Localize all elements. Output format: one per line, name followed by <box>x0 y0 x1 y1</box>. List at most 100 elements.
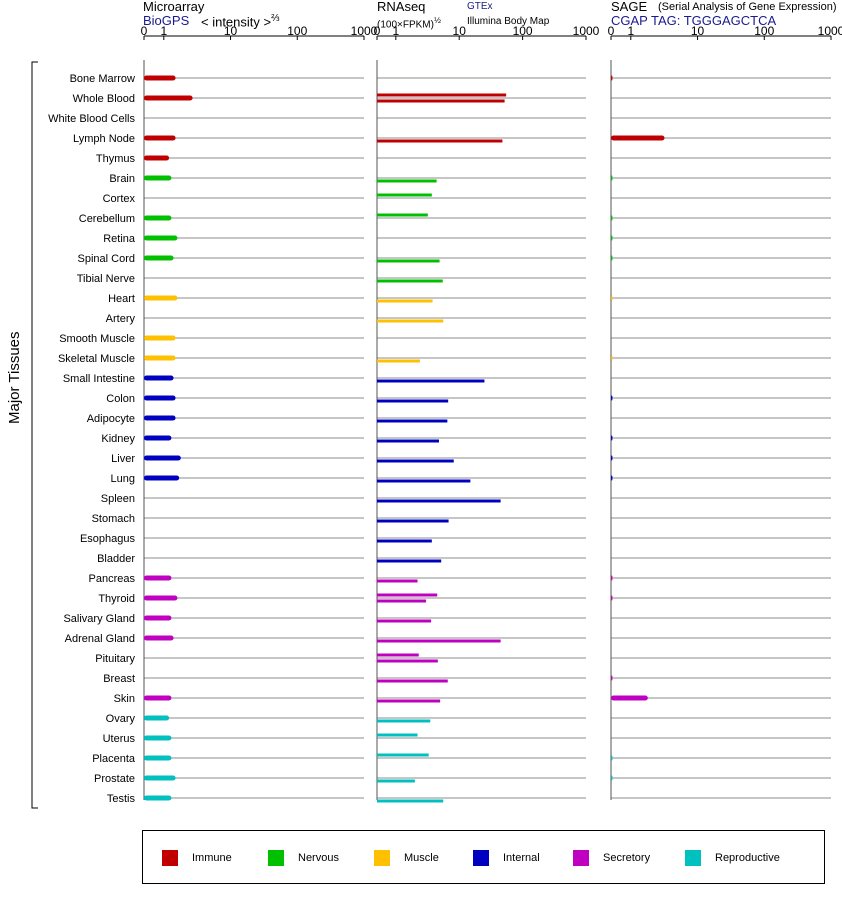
expression-bar <box>611 215 613 221</box>
expression-bar <box>611 455 613 461</box>
expression-bar <box>377 799 444 803</box>
tissue-label: Cortex <box>103 193 136 205</box>
rnaseq-title: RNAseq <box>377 0 426 14</box>
expression-bar <box>377 419 448 423</box>
tissue-label: Whole Blood <box>73 93 135 105</box>
tissue-label: Liver <box>111 453 135 465</box>
expression-bar <box>144 295 178 301</box>
expression-bar <box>377 699 441 703</box>
expression-bar <box>377 753 429 757</box>
microarray-tick-label: 10 <box>224 24 238 38</box>
expression-bar <box>144 575 172 581</box>
expression-bar <box>377 179 437 183</box>
expression-bar <box>144 795 172 801</box>
expression-bar <box>377 479 471 483</box>
tissue-label: Adrenal Gland <box>65 633 135 645</box>
rnaseq-tick-label: 1 <box>392 24 399 38</box>
expression-bar <box>144 75 176 81</box>
expression-bar <box>144 155 170 161</box>
expression-bar <box>144 235 178 241</box>
expression-bar <box>377 733 418 737</box>
rnaseq-source-bodymap: Illumina Body Map <box>467 16 550 27</box>
microarray-title: Microarray <box>143 0 205 14</box>
tissue-label: Small Intestine <box>63 373 135 385</box>
expression-bar <box>377 779 415 783</box>
expression-bar <box>377 193 432 197</box>
sage-tick-label: 1 <box>627 24 634 38</box>
expression-bar <box>377 299 433 303</box>
tissue-label: Brain <box>109 173 135 185</box>
expression-bar <box>377 499 501 503</box>
expression-bar <box>611 295 613 301</box>
legend-swatch <box>374 850 390 866</box>
expression-bar <box>377 679 448 683</box>
expression-bar <box>144 595 178 601</box>
expression-bar <box>377 319 444 323</box>
expression-bar <box>144 455 181 461</box>
expression-bar <box>377 279 443 283</box>
expression-bar <box>377 439 439 443</box>
expression-bar <box>144 635 174 641</box>
sage-tick-label: 100 <box>754 24 774 38</box>
expression-bar <box>377 213 428 217</box>
tissue-label: Ovary <box>106 713 136 725</box>
tissue-bracket <box>31 61 38 809</box>
legend-item-reproductive: Reproductive <box>685 850 780 866</box>
expression-bar <box>377 593 438 597</box>
expression-bar <box>144 475 180 481</box>
microarray-tick-label: 1000 <box>351 24 378 38</box>
expression-bar <box>377 379 485 383</box>
tissue-label: Esophagus <box>80 533 136 545</box>
expression-bar <box>144 435 172 441</box>
sage-tag: CGAP TAG: TGGGAGCTCA <box>611 13 777 28</box>
tissue-label: Uterus <box>103 733 136 745</box>
tissue-label: Lymph Node <box>73 133 135 145</box>
expression-bar <box>144 735 172 741</box>
expression-bar <box>144 255 174 261</box>
expression-bar <box>611 755 613 761</box>
tissue-label: Bone Marrow <box>70 73 135 85</box>
expression-bar <box>377 719 431 723</box>
tissue-label: Adipocyte <box>87 413 135 425</box>
expression-bar <box>377 139 503 143</box>
expression-bar <box>144 335 176 341</box>
tissue-label: Skin <box>114 693 135 705</box>
expression-bar <box>611 435 613 441</box>
expression-bar <box>611 355 613 361</box>
tissue-label: Placenta <box>92 753 136 765</box>
tissue-label: Skeletal Muscle <box>58 353 135 365</box>
expression-bar <box>377 559 442 563</box>
rnaseq-tick-label: 1000 <box>573 24 600 38</box>
expression-bar <box>611 675 613 681</box>
expression-bar <box>144 415 176 421</box>
microarray-source: BioGPS <box>143 13 190 28</box>
side-label: Major Tissues <box>6 331 23 424</box>
expression-bar <box>377 359 420 363</box>
tissue-label: Colon <box>106 393 135 405</box>
tissue-label: Pituitary <box>95 653 135 665</box>
tissue-label: Testis <box>107 793 136 805</box>
tissue-label: Lung <box>111 473 135 485</box>
sage-tick-label: 10 <box>691 24 705 38</box>
tissue-label: Thyroid <box>98 593 135 605</box>
tissue-label: Prostate <box>94 773 135 785</box>
expression-bar <box>144 395 176 401</box>
tissue-label: Cerebellum <box>79 213 135 225</box>
expression-bar <box>377 639 501 643</box>
expression-bar <box>611 175 613 181</box>
sage-tick-label: 0 <box>608 24 615 38</box>
expression-bar <box>144 755 172 761</box>
tissue-label: Heart <box>108 293 135 305</box>
legend-swatch <box>473 850 489 866</box>
tissue-label: Bladder <box>97 553 135 565</box>
microarray-unit: < intensity >⅔ <box>201 13 280 30</box>
expression-bar <box>377 539 432 543</box>
expression-bar <box>611 135 665 141</box>
expression-bar <box>611 695 648 701</box>
tissue-label: Salivary Gland <box>63 613 135 625</box>
rnaseq-source-gtex: GTEx <box>467 1 493 12</box>
expression-bar <box>611 235 613 241</box>
expression-bar <box>377 259 440 263</box>
microarray-tick-label: 0 <box>141 24 148 38</box>
legend-swatch <box>573 850 589 866</box>
